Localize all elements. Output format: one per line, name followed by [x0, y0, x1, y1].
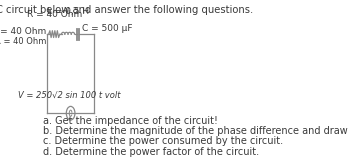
- Text: L = 0,5 H: L = 0,5 H: [47, 7, 89, 16]
- Text: R = 40 Ohm: R = 40 Ohm: [27, 10, 82, 19]
- Text: R = 40 Ohm: R = 40 Ohm: [0, 37, 47, 46]
- Text: R = 40 Ohm: R = 40 Ohm: [0, 27, 47, 36]
- Text: d. Determine the power factor of the circuit.: d. Determine the power factor of the cir…: [43, 147, 259, 157]
- Text: b. Determine the magnitude of the phase difference and draw a voltage vs current: b. Determine the magnitude of the phase …: [43, 126, 350, 136]
- Text: Consider the RLC circuit below and answer the following questions.: Consider the RLC circuit below and answe…: [0, 5, 253, 16]
- Text: a. Get the impedance of the circuit!: a. Get the impedance of the circuit!: [43, 116, 217, 126]
- Text: C = 500 μF: C = 500 μF: [82, 24, 133, 33]
- Text: c. Determine the power consumed by the circuit.: c. Determine the power consumed by the c…: [43, 136, 283, 146]
- Text: V = 250√2 sin 100 t volt: V = 250√2 sin 100 t volt: [18, 91, 120, 100]
